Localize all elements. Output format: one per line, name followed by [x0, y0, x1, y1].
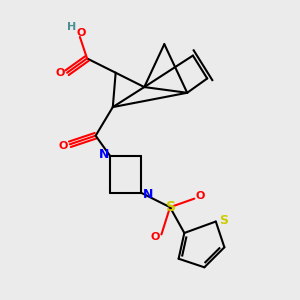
Text: O: O: [58, 141, 68, 151]
Text: O: O: [151, 232, 160, 242]
Text: N: N: [98, 148, 109, 161]
Text: O: O: [55, 68, 64, 78]
Text: N: N: [142, 188, 153, 201]
Text: S: S: [219, 214, 228, 226]
Text: O: O: [76, 28, 86, 38]
Text: S: S: [167, 200, 176, 214]
Text: O: O: [196, 191, 205, 201]
Text: H: H: [67, 22, 76, 32]
